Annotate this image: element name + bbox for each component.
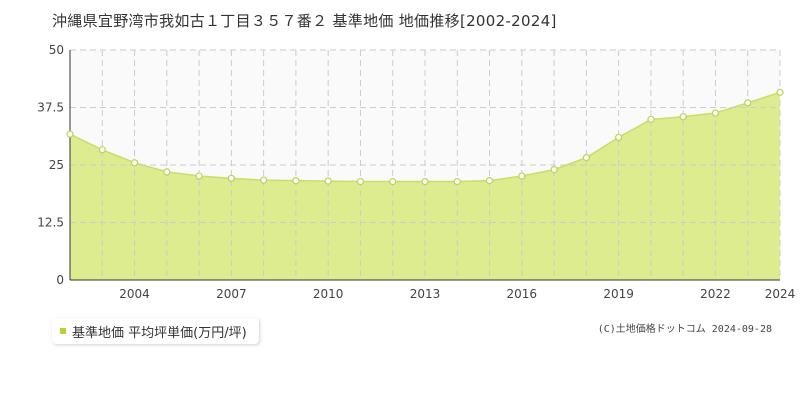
data-point: [679, 113, 687, 121]
data-point: [421, 177, 429, 186]
x-tick-label: 2013: [410, 287, 441, 301]
y-tick-label: 37.5: [37, 101, 64, 115]
x-tick-label: 2010: [313, 287, 344, 301]
x-tick-label: 2019: [603, 287, 634, 301]
data-point: [744, 99, 752, 107]
x-tick-label: 2022: [700, 287, 731, 301]
y-tick-label: 12.5: [37, 216, 64, 230]
x-tick-label: 2007: [216, 287, 247, 301]
legend-label: 基準地価 平均坪単価(万円/坪): [72, 325, 247, 341]
data-point: [227, 174, 235, 182]
axis-layer: [69, 50, 780, 281]
chart-title: 沖縄県宜野湾市我如古１丁目３５７番２ 基準地価 地価推移[2002-2024]: [52, 12, 557, 30]
data-point: [582, 154, 590, 162]
data-point: [776, 88, 784, 96]
data-point: [485, 177, 494, 185]
legend[interactable]: 基準地価 平均坪単価(万円/坪): [52, 318, 259, 344]
legend-swatch: [60, 328, 66, 334]
data-point: [195, 172, 203, 180]
copyright-text: (C)土地価格ドットコム 2024-09-28: [597, 324, 772, 335]
data-point: [711, 109, 720, 117]
x-tick-label: 2024: [765, 287, 796, 301]
data-point: [292, 177, 300, 185]
data-point: [647, 115, 655, 124]
data-point: [389, 177, 397, 186]
data-point: [453, 177, 461, 186]
y-tick-label: 0: [56, 273, 64, 287]
x-tick-label: 2016: [507, 287, 538, 301]
data-point: [260, 176, 268, 184]
marker-layer: [66, 88, 784, 186]
data-point: [98, 146, 106, 154]
data-point: [615, 133, 623, 141]
data-point: [163, 168, 171, 176]
data-point: [324, 177, 332, 185]
y-tick-label: 25: [49, 158, 64, 172]
data-point: [550, 166, 558, 174]
data-point: [518, 172, 526, 180]
y-tick-label: 50: [49, 43, 64, 57]
data-point: [356, 177, 365, 186]
area-fill: [70, 92, 780, 280]
tick-label-layer: 0 12.5 25 37.5 50 2004 2007 2010 2013 2016 2019 202…: [37, 43, 795, 301]
data-point: [66, 130, 74, 138]
data-point: [130, 159, 139, 167]
x-tick-label: 2004: [119, 287, 150, 301]
